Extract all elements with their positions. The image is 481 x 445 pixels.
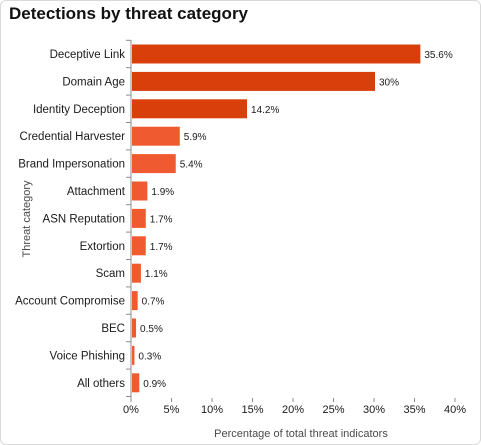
value-label: 1.7% [150, 242, 173, 253]
x-tick-label: 30% [363, 404, 385, 416]
bar-bec[interactable] [132, 318, 137, 338]
value-label: 0.7% [142, 297, 165, 308]
y-axis-title: Threat category [21, 180, 33, 258]
category-label: Account Compromise [15, 296, 125, 308]
value-label: 5.4% [180, 160, 203, 171]
x-tick-label: 10% [201, 404, 223, 416]
value-label: 1.7% [150, 214, 173, 225]
value-label: 1.1% [145, 269, 168, 280]
x-tick-label: 35% [403, 404, 425, 416]
x-tick-label: 5% [164, 404, 180, 416]
category-label: Brand Impersonation [18, 159, 125, 171]
x-tick-label: 15% [241, 404, 263, 416]
category-label: Deceptive Link [50, 49, 126, 61]
bar-attachment[interactable] [132, 181, 148, 201]
category-label: Credential Harvester [20, 131, 126, 143]
value-label: 0.5% [140, 324, 163, 335]
value-label: 0.3% [138, 351, 161, 362]
value-label: 14.2% [251, 105, 279, 116]
category-label: Domain Age [62, 76, 125, 88]
bar-asn-reputation[interactable] [132, 208, 146, 228]
category-label: Identity Deception [33, 104, 125, 116]
value-label: 1.9% [151, 187, 174, 198]
category-label: Scam [96, 268, 125, 280]
x-tick-label: 20% [282, 404, 304, 416]
x-axis-title: Percentage of total threat indicators [214, 428, 388, 440]
bar-extortion[interactable] [132, 236, 146, 256]
value-label: 0.9% [143, 379, 166, 390]
bar-all-others[interactable] [132, 373, 140, 393]
x-tick-label: 0% [123, 404, 139, 416]
bar-deceptive-link[interactable] [132, 44, 421, 64]
value-label: 5.9% [184, 132, 207, 143]
bar-credential-harvester[interactable] [132, 126, 180, 146]
bar-account-compromise[interactable] [132, 291, 138, 311]
category-label: Voice Phishing [50, 350, 125, 362]
category-label: ASN Reputation [43, 213, 125, 225]
category-label: Extortion [80, 241, 125, 253]
category-label: BEC [101, 323, 125, 335]
value-label: 30% [379, 77, 399, 88]
category-label: Attachment [67, 186, 126, 198]
chart-title: Detections by threat category [9, 4, 249, 23]
x-tick-label: 25% [322, 404, 344, 416]
bar-brand-impersonation[interactable] [132, 154, 176, 174]
bar-domain-age[interactable] [132, 71, 375, 91]
x-tick-label: 40% [444, 404, 466, 416]
bar-voice-phishing[interactable] [132, 345, 135, 365]
value-label: 35.6% [424, 50, 452, 61]
bar-scam[interactable] [132, 263, 141, 283]
category-label: All others [77, 378, 125, 390]
bar-identity-deception[interactable] [132, 99, 248, 119]
